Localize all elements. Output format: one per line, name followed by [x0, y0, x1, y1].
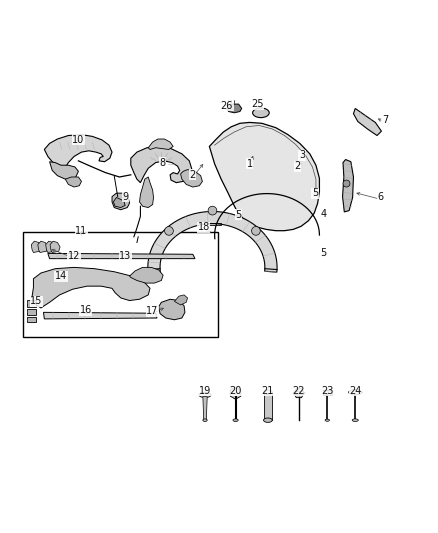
- Polygon shape: [209, 123, 319, 231]
- Text: 22: 22: [293, 386, 305, 396]
- Polygon shape: [38, 241, 48, 253]
- Text: 26: 26: [221, 101, 233, 111]
- Text: 23: 23: [321, 386, 333, 396]
- Text: 1: 1: [247, 159, 253, 169]
- Text: 3: 3: [299, 150, 305, 160]
- Polygon shape: [31, 241, 41, 253]
- Text: 21: 21: [262, 386, 274, 396]
- Ellipse shape: [352, 419, 358, 422]
- Circle shape: [343, 180, 350, 187]
- Text: 12: 12: [68, 251, 80, 261]
- Text: 11: 11: [75, 225, 88, 236]
- Text: 8: 8: [159, 158, 165, 167]
- Text: 15: 15: [30, 296, 42, 306]
- Text: 5: 5: [312, 188, 318, 198]
- Polygon shape: [112, 193, 130, 210]
- Polygon shape: [48, 253, 195, 259]
- Ellipse shape: [203, 419, 207, 422]
- Polygon shape: [264, 392, 272, 420]
- Polygon shape: [343, 159, 353, 212]
- Text: 25: 25: [251, 99, 264, 109]
- Polygon shape: [180, 169, 202, 187]
- Polygon shape: [174, 295, 187, 305]
- Text: 20: 20: [230, 386, 242, 396]
- Polygon shape: [32, 268, 150, 308]
- Polygon shape: [65, 177, 81, 187]
- Text: 9: 9: [122, 192, 128, 201]
- Polygon shape: [27, 309, 36, 314]
- Text: 13: 13: [119, 251, 131, 261]
- Text: 5: 5: [321, 248, 327, 259]
- Text: 18: 18: [198, 222, 210, 232]
- Polygon shape: [49, 161, 78, 180]
- Text: 19: 19: [199, 386, 211, 396]
- Polygon shape: [131, 147, 192, 183]
- Polygon shape: [130, 268, 163, 283]
- Text: 5: 5: [236, 210, 242, 220]
- Circle shape: [165, 227, 173, 235]
- Text: 7: 7: [382, 115, 388, 125]
- Text: 10: 10: [72, 135, 85, 145]
- Text: 6: 6: [378, 192, 384, 201]
- Text: 17: 17: [146, 306, 159, 316]
- Ellipse shape: [325, 419, 329, 421]
- Bar: [23, 232, 218, 337]
- Polygon shape: [27, 317, 36, 322]
- Polygon shape: [113, 198, 125, 207]
- Text: 14: 14: [55, 271, 67, 281]
- Polygon shape: [353, 108, 381, 135]
- Ellipse shape: [199, 392, 211, 398]
- Polygon shape: [230, 387, 241, 399]
- Polygon shape: [43, 312, 157, 319]
- Polygon shape: [27, 300, 36, 306]
- Polygon shape: [293, 389, 304, 398]
- Polygon shape: [140, 177, 153, 207]
- Polygon shape: [148, 139, 173, 149]
- Ellipse shape: [264, 418, 272, 422]
- Polygon shape: [50, 241, 60, 253]
- Polygon shape: [203, 397, 207, 420]
- Ellipse shape: [264, 390, 272, 394]
- Polygon shape: [148, 212, 277, 279]
- Polygon shape: [323, 390, 332, 395]
- Ellipse shape: [233, 419, 238, 422]
- Polygon shape: [159, 299, 185, 320]
- Text: 2: 2: [190, 170, 196, 180]
- Ellipse shape: [253, 108, 269, 118]
- Text: 4: 4: [321, 209, 327, 219]
- Text: 2: 2: [294, 161, 301, 171]
- Polygon shape: [46, 241, 56, 253]
- Text: 24: 24: [349, 386, 361, 396]
- Ellipse shape: [349, 390, 362, 395]
- Circle shape: [208, 206, 217, 215]
- Polygon shape: [44, 135, 112, 169]
- Polygon shape: [227, 104, 242, 113]
- Text: 16: 16: [80, 305, 92, 315]
- Circle shape: [251, 227, 260, 235]
